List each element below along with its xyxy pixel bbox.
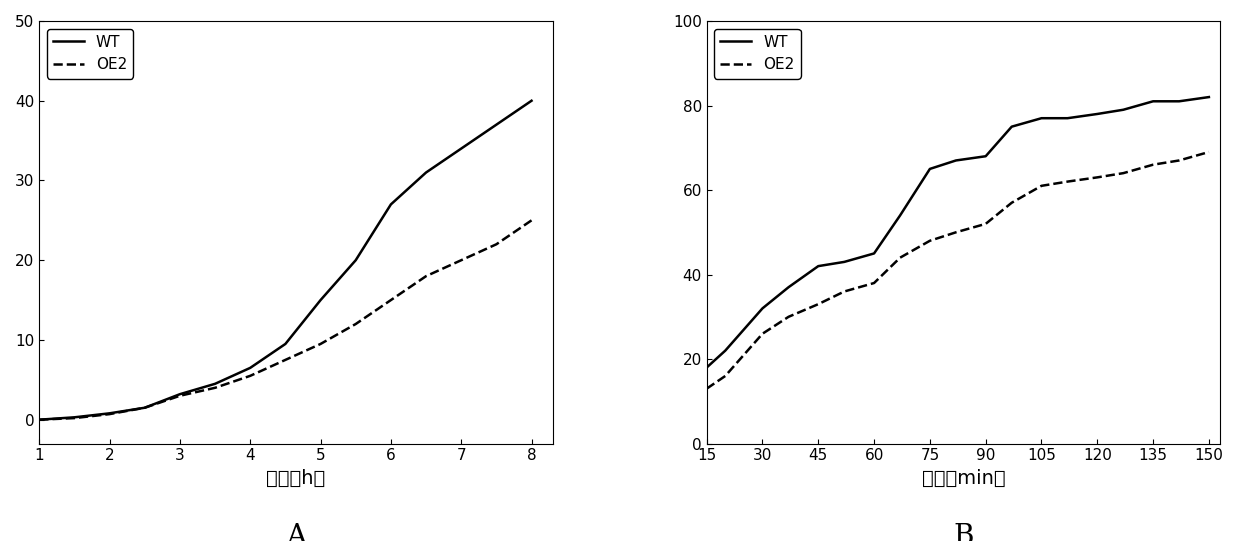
WT — [172, 391, 187, 398]
WT — [1090, 111, 1105, 117]
WT — [949, 157, 963, 164]
WT — [1004, 123, 1019, 130]
X-axis label: 时间（h）: 时间（h） — [267, 469, 326, 488]
OE2 — [837, 288, 852, 295]
OE2 — [949, 229, 963, 235]
OE2 — [207, 385, 222, 391]
WT — [243, 365, 258, 371]
WT — [867, 250, 882, 256]
OE2 — [383, 297, 398, 304]
WT — [454, 146, 469, 152]
OE2 — [781, 314, 796, 320]
WT — [699, 364, 714, 371]
WT — [1146, 98, 1161, 104]
WT — [893, 212, 908, 219]
OE2 — [1090, 174, 1105, 181]
WT — [348, 257, 363, 263]
OE2 — [1034, 182, 1049, 189]
WT — [923, 166, 937, 172]
WT — [978, 153, 993, 160]
WT — [278, 341, 293, 347]
X-axis label: 时间（min）: 时间（min） — [921, 469, 1006, 488]
WT — [489, 121, 503, 128]
OE2 — [699, 385, 714, 392]
OE2 — [525, 217, 539, 223]
OE2 — [978, 221, 993, 227]
WT — [419, 169, 434, 176]
Line: OE2: OE2 — [707, 152, 1209, 388]
WT — [811, 263, 826, 269]
OE2 — [893, 254, 908, 261]
OE2 — [102, 411, 117, 417]
WT — [314, 297, 329, 304]
WT — [837, 259, 852, 265]
Legend: WT, OE2: WT, OE2 — [714, 29, 801, 78]
Line: WT: WT — [40, 101, 532, 420]
WT — [32, 417, 47, 423]
WT — [1034, 115, 1049, 121]
WT — [383, 201, 398, 208]
OE2 — [67, 415, 82, 421]
OE2 — [138, 405, 153, 411]
Text: B: B — [954, 523, 973, 541]
OE2 — [811, 301, 826, 307]
OE2 — [1116, 170, 1131, 176]
OE2 — [1004, 200, 1019, 206]
OE2 — [755, 331, 770, 337]
OE2 — [243, 373, 258, 379]
Text: A: A — [286, 523, 306, 541]
OE2 — [278, 357, 293, 363]
WT — [718, 347, 733, 354]
Line: OE2: OE2 — [40, 220, 532, 420]
OE2 — [489, 241, 503, 248]
WT — [138, 405, 153, 411]
OE2 — [718, 373, 733, 379]
OE2 — [1172, 157, 1187, 164]
OE2 — [172, 393, 187, 399]
WT — [1116, 107, 1131, 113]
WT — [207, 380, 222, 387]
OE2 — [348, 321, 363, 327]
Line: WT: WT — [707, 97, 1209, 367]
WT — [1172, 98, 1187, 104]
OE2 — [314, 341, 329, 347]
OE2 — [1202, 149, 1216, 155]
WT — [102, 410, 117, 417]
OE2 — [867, 280, 882, 286]
WT — [525, 97, 539, 104]
WT — [781, 284, 796, 291]
OE2 — [923, 237, 937, 244]
OE2 — [1060, 179, 1075, 185]
WT — [1060, 115, 1075, 121]
WT — [67, 414, 82, 420]
OE2 — [419, 273, 434, 279]
WT — [1202, 94, 1216, 100]
OE2 — [1146, 161, 1161, 168]
OE2 — [32, 417, 47, 423]
OE2 — [454, 257, 469, 263]
WT — [755, 305, 770, 312]
Legend: WT, OE2: WT, OE2 — [47, 29, 133, 78]
